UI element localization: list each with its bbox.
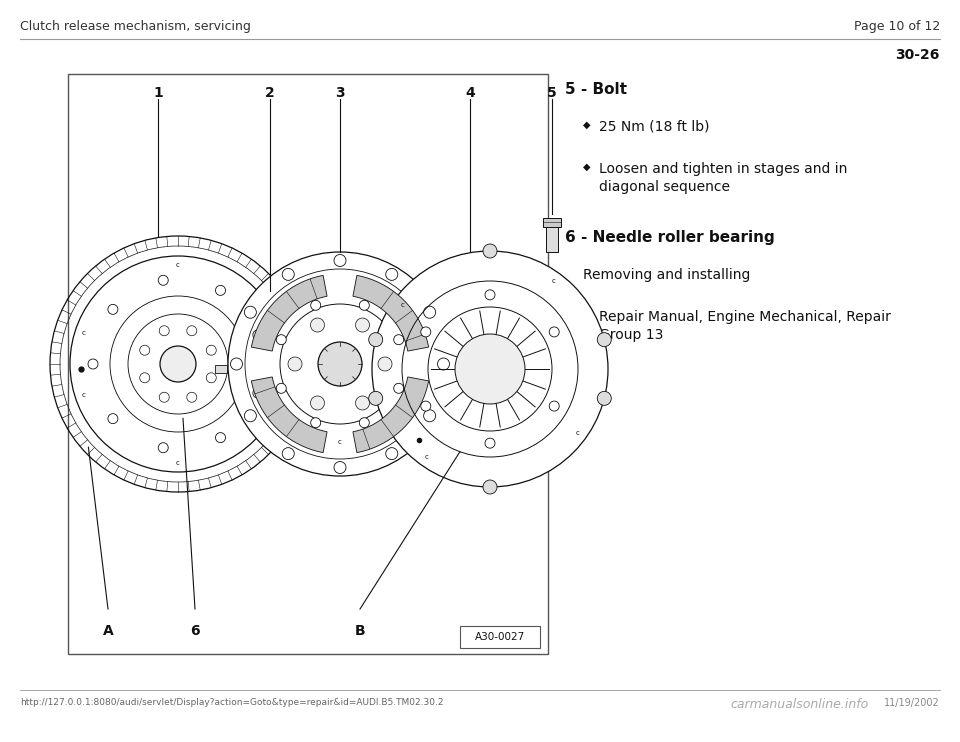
Bar <box>460 626 540 648</box>
Text: carmanualsonline.info: carmanualsonline.info <box>730 698 868 711</box>
Circle shape <box>359 418 370 427</box>
Circle shape <box>215 286 226 295</box>
Circle shape <box>318 342 362 386</box>
Circle shape <box>485 439 495 448</box>
Polygon shape <box>353 377 429 453</box>
Circle shape <box>158 275 168 285</box>
Polygon shape <box>252 275 327 351</box>
Circle shape <box>386 447 397 459</box>
Text: 1: 1 <box>154 86 163 100</box>
Circle shape <box>108 413 118 424</box>
Circle shape <box>310 318 324 332</box>
Circle shape <box>158 443 168 453</box>
Bar <box>546 227 558 252</box>
Circle shape <box>215 433 226 443</box>
Circle shape <box>252 330 263 340</box>
Text: 30-26: 30-26 <box>896 48 940 62</box>
Text: 4: 4 <box>466 86 475 100</box>
Circle shape <box>549 401 560 411</box>
Circle shape <box>423 410 436 421</box>
Text: 25 Nm (18 ft lb): 25 Nm (18 ft lb) <box>599 120 709 134</box>
Text: 6 - Needle roller bearing: 6 - Needle roller bearing <box>565 230 775 245</box>
Bar <box>543 218 561 227</box>
Circle shape <box>245 410 256 421</box>
Circle shape <box>378 357 392 371</box>
Text: 5 - Bolt: 5 - Bolt <box>565 82 627 97</box>
Text: ◆: ◆ <box>583 310 590 320</box>
Text: Removing and installing: Removing and installing <box>583 268 751 282</box>
Circle shape <box>230 358 243 370</box>
Text: diagonal sequence: diagonal sequence <box>599 180 730 194</box>
Text: c: c <box>271 392 275 398</box>
Text: c: c <box>82 330 85 336</box>
Circle shape <box>369 391 383 405</box>
Circle shape <box>420 327 431 337</box>
Text: 11/19/2002: 11/19/2002 <box>884 698 940 708</box>
Circle shape <box>108 304 118 315</box>
Text: A: A <box>103 624 113 638</box>
Circle shape <box>334 255 346 266</box>
Text: Group 13: Group 13 <box>599 328 663 342</box>
Circle shape <box>372 251 608 487</box>
Text: c: c <box>338 439 342 445</box>
Text: c: c <box>176 262 180 268</box>
Circle shape <box>334 462 346 473</box>
Circle shape <box>485 290 495 300</box>
Bar <box>215 365 228 373</box>
Text: Loosen and tighten in stages and in: Loosen and tighten in stages and in <box>599 162 848 176</box>
Text: ◆: ◆ <box>583 120 590 130</box>
Text: http://127.0.0.1:8080/audi/servlet/Display?action=Goto&type=repair&id=AUDI.B5.TM: http://127.0.0.1:8080/audi/servlet/Displ… <box>20 698 444 707</box>
Circle shape <box>394 384 404 393</box>
Circle shape <box>252 388 263 398</box>
Circle shape <box>597 391 612 405</box>
Circle shape <box>420 401 431 411</box>
Text: Page 10 of 12: Page 10 of 12 <box>853 20 940 33</box>
Circle shape <box>355 318 370 332</box>
Circle shape <box>310 396 324 410</box>
Circle shape <box>483 480 497 494</box>
Text: ◆: ◆ <box>583 162 590 172</box>
Circle shape <box>386 269 397 280</box>
Circle shape <box>483 244 497 258</box>
Text: c: c <box>400 302 404 308</box>
Text: c: c <box>424 454 428 460</box>
Text: c: c <box>552 278 556 284</box>
Circle shape <box>245 306 256 318</box>
Circle shape <box>88 359 98 369</box>
Circle shape <box>311 301 321 310</box>
Circle shape <box>160 346 196 382</box>
Circle shape <box>70 256 286 472</box>
Circle shape <box>282 447 295 459</box>
Text: A30-0027: A30-0027 <box>475 632 525 642</box>
Text: 6: 6 <box>190 624 200 638</box>
Text: 5: 5 <box>547 86 557 100</box>
Circle shape <box>438 358 449 370</box>
Text: c: c <box>576 430 580 436</box>
Circle shape <box>355 396 370 410</box>
Circle shape <box>455 334 525 404</box>
Text: c: c <box>271 330 275 336</box>
Circle shape <box>597 332 612 347</box>
Polygon shape <box>252 377 327 453</box>
Bar <box>68 74 548 654</box>
Circle shape <box>369 332 383 347</box>
Text: Clutch release mechanism, servicing: Clutch release mechanism, servicing <box>20 20 251 33</box>
Text: Repair Manual, Engine Mechanical, Repair: Repair Manual, Engine Mechanical, Repair <box>599 310 891 324</box>
Text: c: c <box>176 460 180 467</box>
Circle shape <box>311 418 321 427</box>
Circle shape <box>228 252 452 476</box>
Text: 3: 3 <box>335 86 345 100</box>
Circle shape <box>276 335 286 345</box>
Circle shape <box>549 327 560 337</box>
Polygon shape <box>353 275 429 351</box>
Circle shape <box>394 335 404 345</box>
Circle shape <box>276 384 286 393</box>
Circle shape <box>288 357 302 371</box>
Text: 2: 2 <box>265 86 275 100</box>
Circle shape <box>423 306 436 318</box>
Text: c: c <box>82 392 85 398</box>
Circle shape <box>282 269 295 280</box>
Text: B: B <box>354 624 366 638</box>
Circle shape <box>359 301 370 310</box>
